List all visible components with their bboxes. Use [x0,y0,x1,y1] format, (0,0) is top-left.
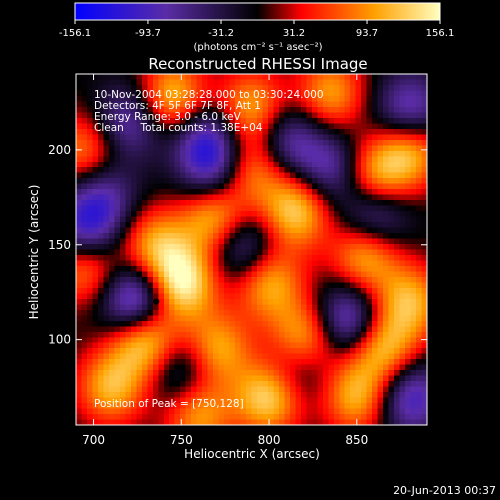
colorbar-tick-label: -93.7 [135,28,161,39]
colorbar-ticks: -156.1 -93.7 -31.2 31.2 93.7 156.1 [59,20,454,39]
x-tick-label: 700 [82,433,105,447]
annotation-clean-counts: Clean Total counts: 1.38E+04 [94,122,263,134]
colorbar-units-label: (photons cm⁻² s⁻¹ asec⁻²) [193,42,322,53]
heatmap-image [76,74,427,425]
plot-frame [75,73,428,426]
peak-marker [153,298,160,305]
colorbar-tick-label: 93.7 [356,28,378,39]
annotation-detectors: Detectors: 4F 5F 6F 7F 8F, Att 1 [94,100,261,112]
colorbar-tick-label: -31.2 [208,28,234,39]
x-tick-label: 750 [170,433,193,447]
annotation-block: 10-Nov-2004 03:28:28.000 to 03:30:24.000… [94,89,324,134]
y-axis-label: Heliocentric Y (arcsec) [27,185,41,320]
axes: 700 750 800 850 100 150 200 [48,74,427,447]
colorbar-tick-label: -156.1 [59,28,91,39]
y-tick-label: 150 [48,238,71,252]
x-axis-label: Heliocentric X (arcsec) [184,447,320,461]
annotation-time-range: 10-Nov-2004 03:28:28.000 to 03:30:24.000 [94,89,324,101]
colorbar-tick-label: 31.2 [283,28,305,39]
x-tick-label: 800 [258,433,281,447]
y-tick-label: 100 [48,333,71,347]
chart-title: Reconstructed RHESSI Image [148,55,367,73]
footer-timestamp: 20-Jun-2013 00:37 [393,484,496,497]
colorbar-tick-label: 156.1 [426,28,455,39]
peak-position-label: Position of Peak = [750,128] [94,398,244,410]
colorbar [74,2,441,21]
x-tick-label: 850 [345,433,368,447]
y-tick-label: 200 [48,143,71,157]
annotation-energy-range: Energy Range: 3.0 - 6.0 keV [94,111,242,123]
